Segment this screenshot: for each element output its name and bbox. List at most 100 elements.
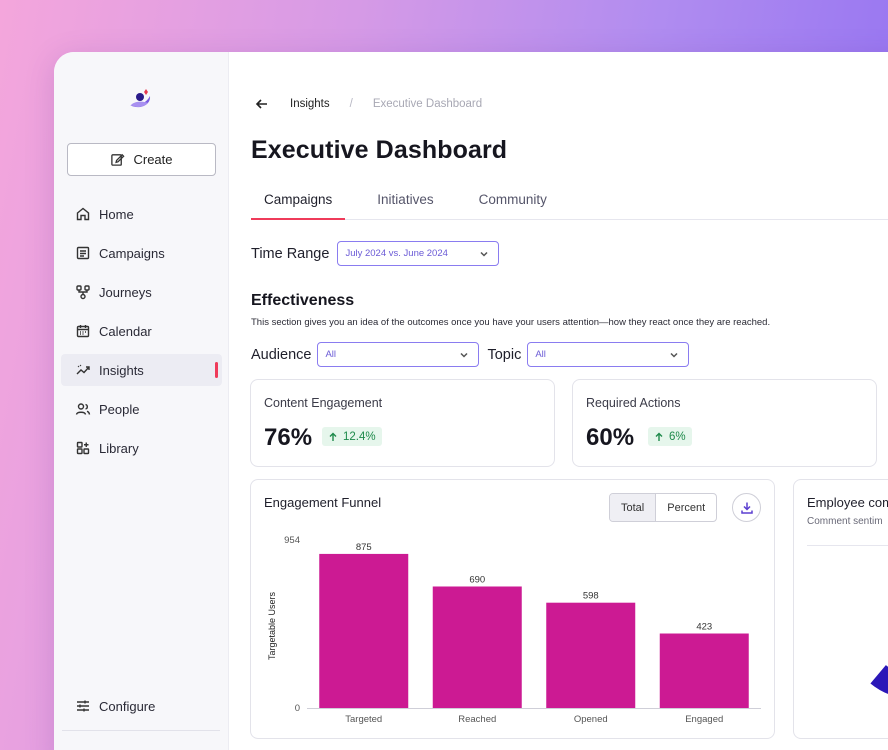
funnel-title: Engagement Funnel <box>264 495 382 510</box>
people-icon <box>75 403 91 415</box>
employee-card-subtitle: Comment sentim <box>807 516 883 527</box>
calendar-icon <box>76 325 90 338</box>
audience-select[interactable]: All <box>317 342 480 367</box>
time-range-select[interactable]: July 2024 vs. June 2024 <box>337 241 500 266</box>
arrow-up-icon <box>329 432 337 441</box>
bar-reached <box>432 586 522 708</box>
app-window: Create Home Campaigns Journeys Calendar … <box>54 52 888 750</box>
audience-label: Audience <box>251 346 312 363</box>
page-title: Executive Dashboard <box>251 136 508 164</box>
bar-engaged <box>659 633 749 708</box>
sidebar-item-journeys[interactable]: Journeys <box>61 276 222 308</box>
breadcrumb-separator: / <box>349 98 353 110</box>
sidebar-item-calendar[interactable]: Calendar <box>61 315 222 347</box>
funnel-chart: Targetable Users 0 954 875 Targeted 690 Reache… <box>267 535 761 725</box>
x-tick-label: Targeted <box>345 714 382 725</box>
sidebar-item-label: Home <box>99 206 134 222</box>
audience-value: All <box>325 349 337 360</box>
chevron-down-icon <box>480 251 488 257</box>
bar-targeted <box>319 553 409 708</box>
main-content: Insights / Executive Dashboard Executive… <box>230 52 888 750</box>
library-icon <box>76 441 90 455</box>
kpi-card-required-actions: Required Actions 60% 6% <box>572 379 877 467</box>
kpi-delta: 12.4% <box>343 430 376 443</box>
filters-row: Audience All Topic All <box>251 342 690 367</box>
time-range-label: Time Range <box>251 245 330 262</box>
kpi-label: Content Engagement <box>264 396 383 410</box>
sentiment-donut-chart <box>867 662 888 697</box>
breadcrumb-parent[interactable]: Insights <box>290 98 330 110</box>
y-tick-label: 0 <box>295 703 300 714</box>
sidebar-item-campaigns[interactable]: Campaigns <box>61 237 222 269</box>
data-label: 690 <box>469 574 485 585</box>
data-label: 598 <box>583 591 599 602</box>
sidebar-item-label: Configure <box>99 698 156 714</box>
toggle-total[interactable]: Total <box>610 494 657 521</box>
list-icon <box>76 246 90 260</box>
sidebar-item-label: Journeys <box>99 284 152 300</box>
trend-icon <box>76 364 90 375</box>
y-axis-label: Targetable Users <box>267 591 277 660</box>
breadcrumb-current: Executive Dashboard <box>372 98 483 110</box>
sidebar-item-library[interactable]: Library <box>61 432 222 464</box>
create-button[interactable]: Create <box>67 143 216 176</box>
x-tick-label: Engaged <box>685 714 723 725</box>
section-title: Effectiveness <box>251 292 355 309</box>
sliders-icon <box>77 700 89 712</box>
funnel-view-toggle: Total Percent <box>609 493 718 522</box>
arrow-up-icon <box>655 432 663 441</box>
chevron-down-icon <box>460 352 468 358</box>
time-range-filter: Time Range July 2024 vs. June 2024 <box>251 241 500 266</box>
kpi-card-content-engagement: Content Engagement 76% 12.4% <box>250 379 555 467</box>
kpi-label: Required Actions <box>586 396 681 410</box>
sidebar-item-label: Calendar <box>99 323 152 339</box>
sidebar-item-home[interactable]: Home <box>61 198 222 230</box>
employee-card-title: Employee com <box>807 495 888 510</box>
app-logo[interactable] <box>126 78 158 112</box>
x-tick-label: Reached <box>458 714 496 725</box>
data-label: 875 <box>356 542 372 553</box>
section-description: This section gives you an idea of the ou… <box>251 317 771 328</box>
kpi-value: 76% <box>264 424 313 451</box>
engagement-funnel-card: Engagement Funnel Total Percent Targetab… <box>250 479 775 739</box>
sidebar-divider <box>62 730 220 731</box>
employee-comments-card: Employee com Comment sentim <box>793 479 888 739</box>
chevron-down-icon <box>670 352 678 358</box>
sidebar-item-label: Campaigns <box>99 245 165 261</box>
x-tick-label: Opened <box>574 714 608 725</box>
create-label: Create <box>133 152 173 167</box>
toggle-percent[interactable]: Percent <box>667 501 706 514</box>
employee-card-divider <box>807 545 888 546</box>
home-icon <box>76 207 90 221</box>
topic-label: Topic <box>487 346 522 363</box>
tab-campaigns[interactable]: Campaigns <box>251 184 346 220</box>
kpi-delta-badge: 6% <box>648 427 692 446</box>
sidebar-item-label: Insights <box>99 362 144 378</box>
tab-community[interactable]: Community <box>478 192 547 207</box>
y-tick-label: 954 <box>284 535 300 546</box>
topic-value: All <box>535 349 546 360</box>
download-icon <box>740 502 753 514</box>
sidebar-item-label: People <box>99 401 140 417</box>
time-range-value: July 2024 vs. June 2024 <box>345 248 448 259</box>
sidebar-nav: Home Campaigns Journeys Calendar Insight… <box>61 198 222 471</box>
back-arrow-icon[interactable] <box>254 96 270 112</box>
sidebar-item-insights[interactable]: Insights <box>61 354 222 386</box>
sidebar-item-label: Library <box>99 440 139 456</box>
breadcrumb: Insights / Executive Dashboard <box>254 96 482 112</box>
tab-initiatives[interactable]: Initiatives <box>377 192 434 207</box>
flow-icon <box>76 285 90 300</box>
sidebar-configure: Configure <box>61 690 222 729</box>
kpi-value: 60% <box>586 424 635 451</box>
donut-slice-0 <box>867 662 888 697</box>
bar-opened <box>546 602 636 708</box>
data-label: 423 <box>696 622 712 633</box>
sidebar-item-people[interactable]: People <box>61 393 222 425</box>
download-button[interactable] <box>732 493 761 522</box>
tab-bar: Campaigns Initiatives Community <box>251 184 888 220</box>
topic-select[interactable]: All <box>527 342 690 367</box>
edit-icon <box>111 153 126 166</box>
kpi-delta: 6% <box>669 430 686 443</box>
sidebar-item-configure[interactable]: Configure <box>61 690 222 722</box>
sidebar: Create Home Campaigns Journeys Calendar … <box>54 52 229 750</box>
